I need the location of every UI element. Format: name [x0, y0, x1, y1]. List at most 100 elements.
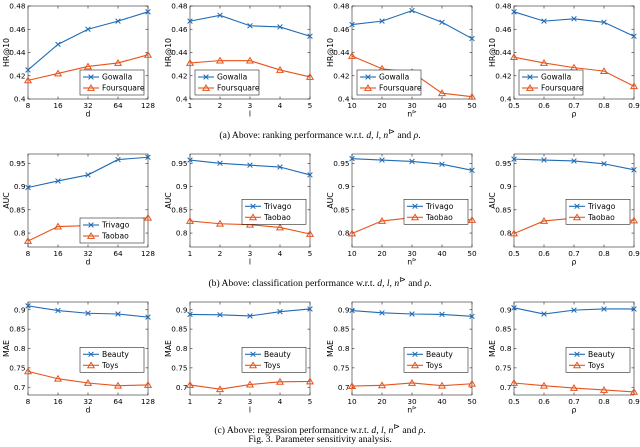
x-axis-label: n⊳ — [407, 110, 417, 119]
data-point-toys — [185, 380, 195, 388]
x-tick-label: 4 — [278, 101, 283, 110]
legend: Gowalla Foursquare — [194, 69, 260, 96]
legend-marker — [250, 351, 256, 358]
x-axis-label-main: ρ — [572, 110, 577, 119]
data-point-beauty — [55, 307, 61, 314]
x-tick-label: 32 — [83, 249, 92, 258]
legend-label: Toys — [425, 361, 442, 370]
x-tick-label: 0.7 — [568, 101, 580, 110]
legend-label: Gowalla — [541, 73, 571, 82]
legend-marker — [412, 203, 418, 210]
chart-panel-1: 1 2 3 4 5 0.4 0.42 0.44 0.46 0.48 l HR@10 Gowalla Fou… — [164, 2, 315, 119]
legend-marker — [88, 74, 94, 80]
y-tick-label: 0.9 — [176, 182, 188, 191]
legend-marker — [525, 84, 535, 91]
subcaption-b: (b) Above: classification performance w.… — [208, 275, 432, 290]
x-axis-label-main: d — [86, 258, 91, 267]
legend-marker — [412, 351, 418, 358]
y-tick-label: 0.85 — [9, 325, 25, 334]
chart-panel-0: 8 16 32 64 128 0.4 0.42 0.44 0.46 0.48 d HR@10 Gowal… — [2, 2, 155, 119]
y-tick-label: 0.9 — [14, 182, 26, 191]
x-axis-label: ρ — [572, 110, 577, 119]
x-tick-label: 2 — [218, 397, 223, 406]
y-axis-label: AUC — [2, 192, 11, 209]
data-point-toys — [347, 382, 357, 389]
x-tick-label: 40 — [437, 397, 447, 406]
data-point-foursquare — [215, 56, 225, 64]
x-tick-label: 10 — [347, 249, 357, 258]
legend: Beauty Toys — [241, 346, 307, 373]
legend-marker — [88, 351, 94, 358]
x-tick-label: 3 — [248, 397, 253, 406]
data-point-trivago — [187, 157, 193, 163]
legend-marker — [203, 74, 209, 80]
data-point-trivago — [469, 167, 475, 174]
y-tick-label: 0.7 — [176, 383, 188, 392]
chart-panel-4: 8 16 32 64 128 0.8 0.85 0.9 0.95 d AUC Trivago Taoba… — [2, 153, 155, 267]
data-point-taobao — [185, 216, 195, 224]
legend-label: Taobao — [263, 213, 291, 222]
x-tick-label: 2 — [218, 101, 223, 110]
legend-marker — [248, 213, 258, 221]
x-tick-label: 5 — [308, 101, 313, 110]
x-axis-label-main: ρ — [572, 406, 577, 415]
data-point-toys — [305, 377, 315, 385]
x-tick-label: 128 — [141, 101, 155, 110]
series-line-foursquare — [27, 54, 149, 81]
data-point-trivago — [511, 156, 517, 162]
x-tick-label: 64 — [113, 249, 123, 258]
y-tick-label: 0.48 — [171, 2, 188, 11]
data-point-beauty — [469, 313, 475, 320]
x-tick-label: 5 — [308, 397, 313, 406]
legend: Gowalla Foursquare — [518, 69, 584, 96]
data-point-taobao — [539, 216, 549, 224]
x-axis-label-main: l — [249, 406, 251, 415]
y-tick-label: 0.48 — [495, 2, 512, 11]
y-tick-label: 0.85 — [495, 205, 511, 214]
data-point-trivago — [277, 164, 283, 170]
data-point-trivago — [25, 184, 31, 191]
data-point-beauty — [187, 311, 193, 318]
data-point-toys — [629, 387, 639, 395]
y-axis-label: MAE — [488, 340, 497, 357]
x-axis-label-main: ρ — [572, 258, 577, 267]
data-point-toys — [437, 381, 447, 389]
y-tick-label: 0.46 — [333, 25, 350, 34]
x-tick-label: 50 — [467, 101, 477, 110]
data-point-taobao — [53, 222, 63, 230]
data-point-gowalla — [217, 12, 223, 19]
y-tick-label: 0.8 — [14, 344, 26, 353]
x-tick-label: 16 — [53, 397, 63, 406]
legend-label: Beauty — [426, 350, 453, 359]
legend-label: Beauty — [102, 350, 129, 359]
series-line-trivago — [351, 158, 473, 171]
series-line-trivago — [27, 156, 149, 189]
series-line-beauty — [27, 305, 149, 318]
data-point-gowalla — [145, 9, 151, 15]
x-tick-label: 4 — [278, 397, 283, 406]
data-point-gowalla — [349, 21, 355, 28]
x-axis-label-main: l — [249, 110, 251, 119]
y-tick-label: 0.9 — [14, 305, 26, 314]
series-line-toys — [351, 382, 473, 387]
x-axis-label-sup: ⊳ — [412, 258, 417, 264]
x-tick-label: 0.8 — [598, 249, 610, 258]
x-axis-label: d — [86, 406, 91, 415]
y-axis-label: MAE — [2, 340, 11, 357]
data-point-beauty — [349, 307, 355, 314]
y-tick-label: 0.95 — [333, 159, 349, 168]
x-tick-label: 8 — [26, 249, 31, 258]
data-point-trivago — [55, 178, 61, 184]
data-point-toys — [407, 379, 417, 386]
data-point-beauty — [511, 305, 517, 311]
data-point-foursquare — [185, 58, 195, 66]
x-tick-label: 0.8 — [598, 101, 610, 110]
legend-marker — [86, 84, 96, 91]
data-point-gowalla — [439, 19, 445, 26]
y-tick-label: 0.42 — [495, 71, 511, 80]
legend-marker — [410, 361, 420, 369]
series-line-gowalla — [351, 10, 473, 40]
x-axis-label-main: n — [407, 258, 412, 267]
y-tick-label: 0.44 — [333, 48, 350, 57]
